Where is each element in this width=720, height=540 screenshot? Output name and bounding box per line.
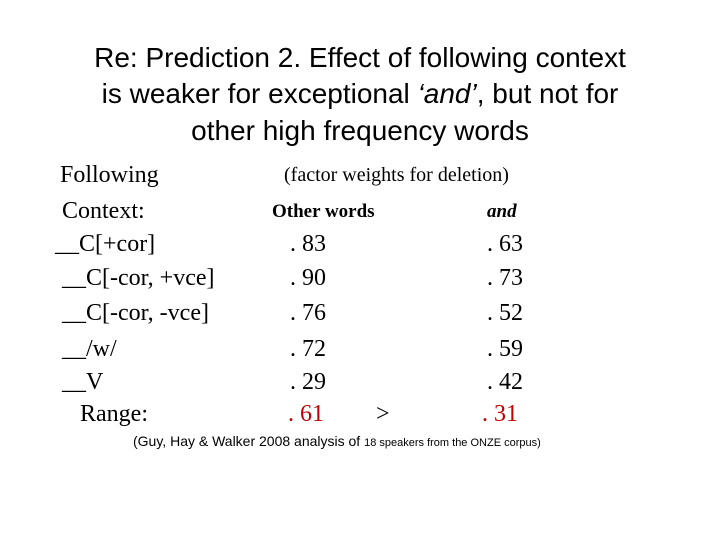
column-header: and — [487, 201, 517, 222]
footnote-text: 18 speakers from the ONZE corpus) — [364, 437, 541, 449]
row-label: __C[+cor] — [54, 231, 155, 257]
title-text: is weaker for exceptional — [102, 78, 418, 109]
cell: . 83 — [290, 231, 326, 257]
row-label: __C[-cor, +vce] — [61, 265, 215, 291]
row-label: __C[-cor, -vce] — [61, 300, 209, 326]
title-line: is weaker for exceptional ‘and’, but not… — [102, 78, 619, 109]
title-text: , but not for — [477, 78, 619, 109]
column-header: Other words — [272, 201, 375, 222]
cell: . 76 — [290, 300, 326, 326]
cell: . 63 — [487, 231, 523, 257]
row-label: Following — [60, 162, 159, 188]
title-line: other high frequency words — [191, 115, 529, 146]
footnote: (Guy, Hay & Walker 2008 analysis of 18 s… — [133, 433, 541, 449]
row-label: __/w/ — [61, 336, 117, 362]
range-cell: . 31 — [482, 401, 518, 427]
header-note: (factor weights for deletion) — [284, 164, 509, 186]
row-label: __V — [61, 369, 104, 395]
cell: . 72 — [290, 336, 326, 362]
title: Re: Prediction 2. Effect of following co… — [94, 42, 626, 146]
range-cell: . 61 — [288, 401, 324, 427]
row-label: Context: — [62, 198, 145, 224]
cell: . 29 — [290, 369, 326, 395]
cell: . 73 — [487, 265, 523, 291]
table: Following (factor weights for deletion) … — [54, 162, 523, 427]
title-line: Re: Prediction 2. Effect of following co… — [94, 42, 626, 73]
cell: . 59 — [487, 336, 523, 362]
cell: . 90 — [290, 265, 326, 291]
cell: . 52 — [487, 300, 523, 326]
comparison: > — [376, 401, 390, 427]
footnote-text: (Guy, Hay & Walker 2008 analysis of — [133, 433, 364, 449]
cell: . 42 — [487, 369, 523, 395]
row-label: Range: — [80, 401, 148, 427]
title-italic: ‘and’ — [418, 78, 478, 109]
